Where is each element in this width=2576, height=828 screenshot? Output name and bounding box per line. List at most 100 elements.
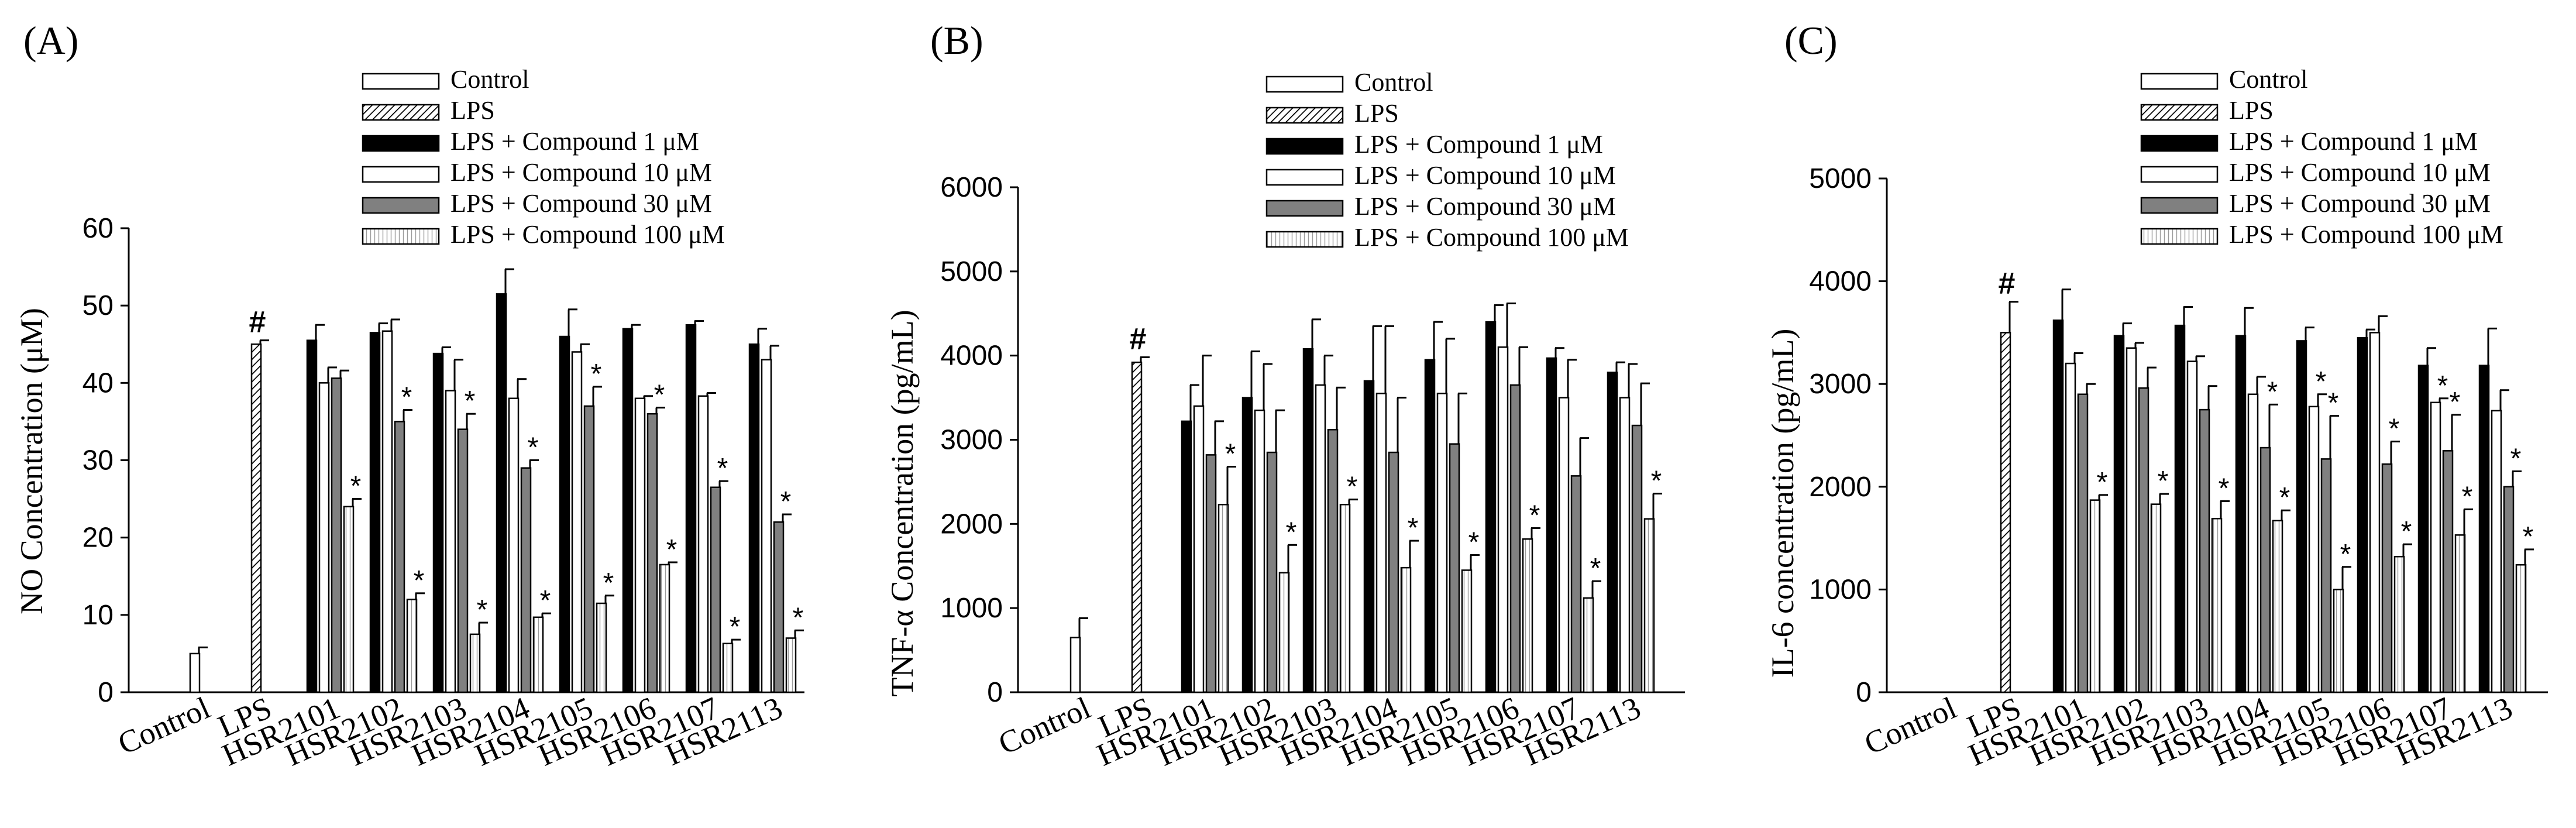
bar-HSR2107-series-3 bbox=[710, 486, 721, 693]
bar-HSR2103-series-2 bbox=[2186, 360, 2198, 693]
legend-swatch bbox=[2140, 228, 2219, 245]
bar-HSR2107-series-3 bbox=[2442, 450, 2454, 693]
legend-label: LPS + Compound 30 μM bbox=[450, 189, 712, 218]
bar-HSR2113-series-3 bbox=[1631, 424, 1643, 693]
legend-swatch bbox=[362, 73, 440, 90]
x-category-label: Control bbox=[993, 690, 1096, 761]
bar-HSR2104-series-3 bbox=[520, 467, 532, 693]
legend-swatch bbox=[1265, 106, 1344, 124]
bar-HSR2101-series-1 bbox=[1181, 420, 1192, 693]
significance-star: * bbox=[2437, 370, 2448, 401]
bar-HSR2105-series-1 bbox=[2296, 340, 2307, 693]
significance-star: * bbox=[780, 486, 792, 517]
bar-HSR2106-series-2 bbox=[1497, 346, 1509, 693]
bar-HSR2104-series-4 bbox=[532, 616, 544, 693]
bar-HSR2103-series-2 bbox=[445, 390, 456, 693]
legend-swatch bbox=[1265, 75, 1344, 93]
legend-label: LPS + Compound 1 μM bbox=[2229, 127, 2478, 156]
legend-swatch bbox=[2140, 73, 2219, 90]
x-category-label: HSR2113 bbox=[661, 690, 787, 772]
legend-label: LPS bbox=[2229, 96, 2274, 125]
bar-HSR2106-series-3 bbox=[2381, 463, 2393, 693]
significance-star: * bbox=[2389, 414, 2400, 445]
significance-star: * bbox=[730, 611, 741, 643]
bar-HSR2107-series-4 bbox=[2454, 534, 2466, 693]
bar-HSR2113-series-1 bbox=[2478, 365, 2490, 693]
bar-HSR2102-series-1 bbox=[2113, 335, 2125, 693]
lps-significance-marker: # bbox=[249, 305, 266, 339]
y-tick-label: 40 bbox=[82, 367, 114, 398]
legend-label: LPS + Compound 10 μM bbox=[2229, 158, 2491, 187]
y-tick-label: 30 bbox=[82, 445, 114, 476]
bar-control bbox=[189, 652, 201, 693]
panel-b-letter: (B) bbox=[930, 18, 983, 63]
y-tick-label: 0 bbox=[1856, 677, 1872, 708]
bar-HSR2105-series-3 bbox=[583, 405, 595, 693]
bar-HSR2107-series-1 bbox=[685, 324, 697, 693]
legend-swatch bbox=[362, 228, 440, 245]
bar-HSR2102-series-3 bbox=[2138, 387, 2149, 693]
bar-HSR2113-series-4 bbox=[785, 637, 797, 693]
significance-star: * bbox=[2279, 482, 2290, 513]
bar-HSR2107-series-2 bbox=[1558, 397, 1570, 693]
legend-swatch bbox=[362, 104, 440, 121]
significance-star: * bbox=[2401, 516, 2412, 547]
legend-label: LPS + Compound 100 μM bbox=[2229, 220, 2503, 249]
bar-HSR2104-series-3 bbox=[2259, 446, 2271, 693]
significance-star: * bbox=[1347, 472, 1358, 503]
bar-HSR2103-series-4 bbox=[469, 633, 481, 693]
bar-HSR2102-series-1 bbox=[369, 332, 381, 693]
legend-swatch bbox=[2140, 104, 2219, 121]
x-category-label: HSR2113 bbox=[2391, 690, 2517, 772]
significance-star: * bbox=[540, 585, 551, 616]
significance-star: * bbox=[2328, 388, 2339, 419]
bar-HSR2101-series-2 bbox=[2065, 362, 2076, 693]
legend-label: LPS + Compound 100 μM bbox=[1354, 223, 1629, 252]
bar-HSR2102-series-4 bbox=[2150, 503, 2162, 693]
bar-HSR2113-series-4 bbox=[1643, 518, 1655, 693]
y-tick-label: 50 bbox=[82, 290, 114, 321]
bar-HSR2103-series-3 bbox=[2199, 408, 2210, 693]
legend-swatch bbox=[362, 197, 440, 214]
significance-star: * bbox=[2340, 539, 2351, 570]
x-category-label: Control bbox=[113, 690, 215, 761]
x-category-label: Control bbox=[1859, 690, 1962, 761]
bar-HSR2102-series-4 bbox=[1278, 572, 1290, 693]
legend-swatch bbox=[2140, 166, 2219, 183]
bar-HSR2107-series-2 bbox=[2430, 401, 2441, 693]
bar-HSR2104-series-2 bbox=[1375, 393, 1387, 693]
y-tick-label: 4000 bbox=[940, 341, 1003, 372]
legend-label: Control bbox=[2229, 65, 2307, 94]
bar-HSR2106-series-1 bbox=[1485, 321, 1497, 693]
bar-HSR2105-series-4 bbox=[1461, 569, 1473, 693]
bar-HSR2106-series-1 bbox=[622, 328, 634, 693]
bar-HSR2105-series-4 bbox=[2333, 589, 2344, 693]
bar-HSR2107-series-4 bbox=[722, 643, 734, 693]
bar-HSR2103-series-1 bbox=[2174, 324, 2186, 693]
bar-HSR2102-series-2 bbox=[2126, 347, 2137, 693]
y-tick-label: 4000 bbox=[1809, 266, 1872, 297]
bar-HSR2102-series-3 bbox=[394, 421, 405, 693]
bar-HSR2103-series-1 bbox=[1302, 348, 1314, 693]
legend-swatch bbox=[2140, 135, 2219, 152]
bar-HSR2107-series-1 bbox=[1546, 357, 1557, 693]
bar-HSR2106-series-1 bbox=[2357, 336, 2368, 693]
significance-star: * bbox=[1286, 517, 1297, 548]
bar-HSR2103-series-1 bbox=[432, 352, 444, 693]
bar-HSR2103-series-3 bbox=[457, 428, 469, 693]
bar-lps bbox=[2000, 332, 2011, 693]
bar-HSR2101-series-2 bbox=[318, 382, 330, 693]
significance-star: * bbox=[350, 471, 362, 502]
bar-HSR2106-series-2 bbox=[634, 397, 646, 693]
bar-HSR2106-series-4 bbox=[659, 564, 670, 693]
significance-star: * bbox=[2158, 466, 2169, 497]
bar-HSR2102-series-2 bbox=[381, 330, 393, 693]
y-tick-label: 3000 bbox=[940, 425, 1003, 456]
bar-control bbox=[1069, 637, 1081, 693]
significance-star: * bbox=[2219, 473, 2230, 504]
bar-HSR2101-series-1 bbox=[2052, 319, 2064, 693]
significance-star: * bbox=[401, 382, 412, 413]
significance-star: * bbox=[1651, 466, 1662, 497]
